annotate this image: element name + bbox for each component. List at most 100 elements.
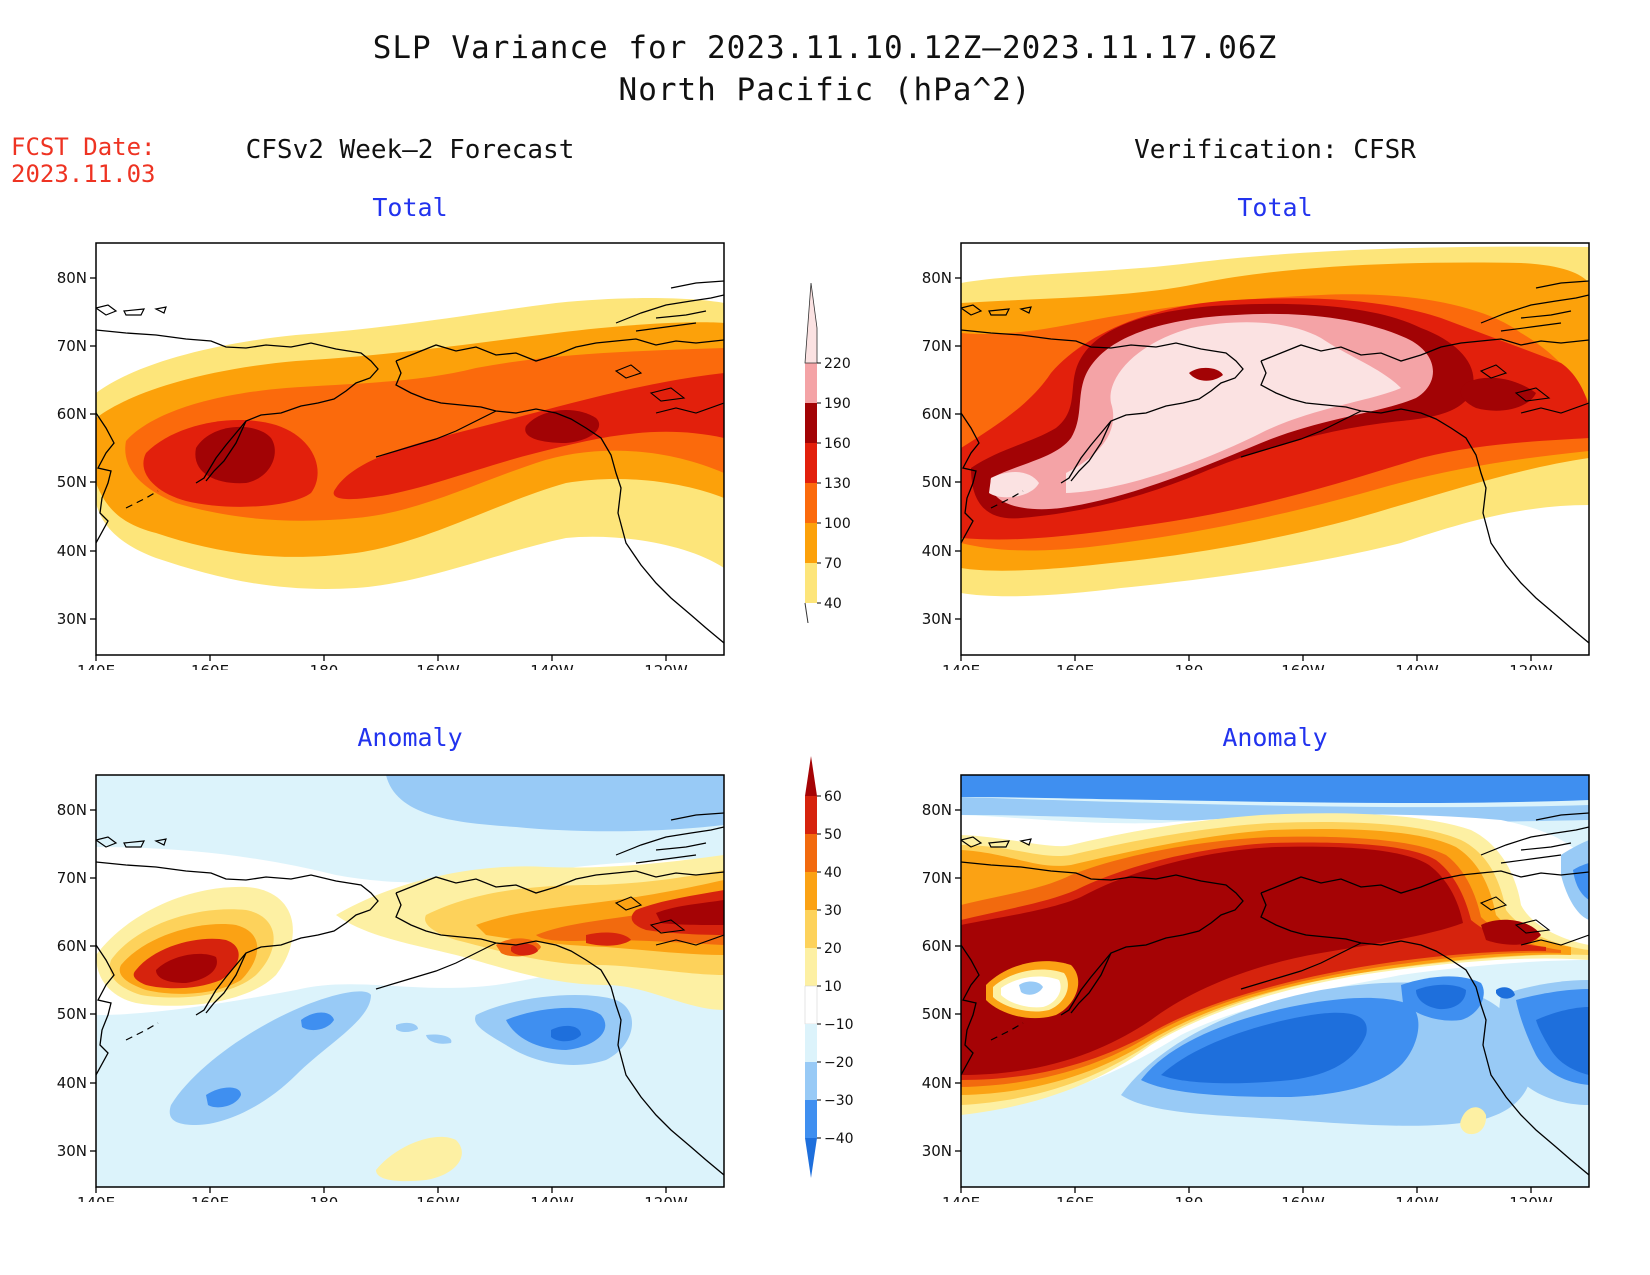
colorbar-total-swatch	[805, 563, 817, 603]
lon-tick-label: 140W	[530, 662, 574, 670]
lat-tick-label: 70N	[57, 869, 87, 887]
lat-tick-label: 50N	[922, 1005, 952, 1023]
lat-tick-label: 60N	[922, 405, 952, 423]
lon-tick-label: 180	[310, 1194, 339, 1202]
colorbar-total-label: 70	[824, 556, 842, 572]
lat-tick-label: 70N	[922, 337, 952, 355]
map-forecast-total: 80N 70N 60N 50N 40N 30N 140E 160E 180 160W 140W 12…	[57, 242, 725, 680]
lon-tick-label: 120W	[644, 1194, 688, 1202]
colorbar-total: 40 70 100 130 160 190 220	[795, 282, 875, 644]
lat-tick-label: 60N	[922, 937, 952, 955]
lat-tick-label: 30N	[922, 610, 952, 628]
colorbar-anomaly-swatch	[805, 872, 817, 910]
lon-tick-label: 140E	[77, 662, 115, 670]
lon-tick-label: 160E	[1056, 1194, 1094, 1202]
colorbar-anomaly: 60 50 40 30 20 10 −10 −20 −30 −40	[795, 756, 875, 1220]
lon-tick-label: 140E	[942, 1194, 980, 1202]
column-title-verification: Verification: CFSR	[1134, 135, 1416, 165]
forecast-date-value: 2023.11.03	[11, 160, 156, 188]
lat-tick-label: 40N	[922, 542, 952, 560]
lat-tick-label: 50N	[922, 473, 952, 491]
lon-tick-label: 180	[310, 662, 339, 670]
lat-tick-label: 80N	[922, 269, 952, 287]
lon-tick-label: 160W	[416, 662, 460, 670]
lat-tick-label: 40N	[57, 1074, 87, 1092]
colorbar-anomaly-label: 40	[824, 865, 842, 881]
lon-tick-label: 160W	[1281, 662, 1325, 670]
colorbar-anomaly-label: 30	[824, 903, 842, 919]
panel-title-verification-total: Total	[1237, 193, 1313, 222]
colorbar-anomaly-label: −40	[824, 1131, 854, 1147]
lon-tick-label: 120W	[1509, 1194, 1553, 1202]
main-title: SLP Variance for 2023.11.10.12Z–2023.11.…	[372, 30, 1278, 66]
colorbar-anomaly-label: −20	[824, 1055, 854, 1071]
colorbar-anomaly-arrow-bottom	[805, 1138, 817, 1178]
colorbar-anomaly-swatch	[805, 910, 817, 948]
lat-tick-label: 80N	[57, 801, 87, 819]
lat-tick-label: 60N	[57, 405, 87, 423]
lon-tick-label: 140W	[1395, 1194, 1439, 1202]
colorbar-total-swatch	[805, 523, 817, 563]
map-panel-forecast-anomaly: 80N 70N 60N 50N 40N 30N 140E 160E 180 160W 140W 12…	[50, 772, 740, 1212]
panel-title-forecast-anomaly: Anomaly	[357, 723, 463, 752]
lon-tick-label: 160W	[1281, 1194, 1325, 1202]
colorbar-anomaly-arrow-top	[805, 756, 817, 796]
lat-tick-label: 30N	[57, 1142, 87, 1160]
colorbar-anomaly-swatch	[805, 1024, 817, 1062]
colorbar-anomaly-swatch	[804, 985, 818, 1025]
colorbar-anomaly-label: 60	[824, 789, 842, 805]
colorbar-anomaly-swatch	[805, 796, 817, 834]
lat-tick-label: 70N	[57, 337, 87, 355]
lat-tick-label: 50N	[57, 473, 87, 491]
lon-tick-label: 120W	[1509, 662, 1553, 670]
colorbar-anomaly-label: 20	[824, 941, 842, 957]
map-forecast-anomaly: 80N 70N 60N 50N 40N 30N 140E 160E 180 160W 140W 12…	[57, 774, 725, 1212]
colorbar-total-swatch	[805, 483, 817, 523]
map-panel-forecast-total: 80N 70N 60N 50N 40N 30N 140E 160E 180 160W 140W 12…	[50, 240, 740, 680]
colorbar-anomaly-swatch	[805, 948, 817, 986]
panel-title-verification-anomaly: Anomaly	[1222, 723, 1328, 752]
colorbar-total-label: 130	[824, 476, 851, 492]
lat-tick-label: 40N	[922, 1074, 952, 1092]
map-verification-anomaly: 80N 70N 60N 50N 40N 30N 140E 160E 180 160W 140W 12…	[922, 774, 1590, 1212]
lon-tick-label: 160W	[416, 1194, 460, 1202]
colorbar-anomaly-label: 10	[824, 979, 842, 995]
colorbar-anomaly-svg: 60 50 40 30 20 10 −10 −20 −30 −40	[804, 756, 854, 1178]
colorbar-total-swatch	[805, 403, 817, 443]
colorbar-anomaly-label: −30	[824, 1093, 854, 1109]
forecast-date-label: FCST Date:	[11, 133, 156, 161]
lon-tick-label: 140W	[1395, 662, 1439, 670]
colorbar-total-swatch	[804, 282, 818, 364]
lat-tick-label: 30N	[922, 1142, 952, 1160]
lon-tick-label: 160E	[1056, 662, 1094, 670]
lat-tick-label: 30N	[57, 610, 87, 628]
colorbar-total-label: 160	[824, 436, 851, 452]
lon-tick-label: 140E	[77, 1194, 115, 1202]
map-panel-verification-total: 80N 70N 60N 50N 40N 30N 140E 160E 180 160W 140W 12…	[915, 240, 1605, 680]
colorbar-anomaly-swatch	[805, 834, 817, 872]
colorbar-total-swatch	[805, 363, 817, 403]
lon-tick-label: 140E	[942, 662, 980, 670]
colorbar-total-label: 220	[824, 356, 851, 372]
colorbar-total-svg: 40 70 100 130 160 190 220	[804, 282, 851, 644]
map-panel-verification-anomaly: 80N 70N 60N 50N 40N 30N 140E 160E 180 160W 140W 12…	[915, 772, 1605, 1212]
lat-tick-label: 80N	[57, 269, 87, 287]
lon-tick-label: 160E	[191, 662, 229, 670]
lat-tick-label: 50N	[57, 1005, 87, 1023]
column-title-forecast: CFSv2 Week–2 Forecast	[245, 135, 575, 165]
colorbar-anomaly-label: −10	[824, 1017, 854, 1033]
lat-tick-label: 70N	[922, 869, 952, 887]
main-subtitle: North Pacific (hPa^2)	[618, 72, 1032, 108]
map-verification-total: 80N 70N 60N 50N 40N 30N 140E 160E 180 160W 140W 12…	[922, 242, 1590, 680]
lat-tick-label: 60N	[57, 937, 87, 955]
colorbar-anomaly-label: 50	[824, 827, 842, 843]
lon-tick-label: 140W	[530, 1194, 574, 1202]
colorbar-total-label: 40	[824, 596, 842, 612]
lon-tick-label: 120W	[644, 662, 688, 670]
colorbar-anomaly-swatch	[805, 1100, 817, 1138]
colorbar-total-label: 100	[824, 516, 851, 532]
lat-tick-label: 40N	[57, 542, 87, 560]
lon-tick-label: 180	[1175, 1194, 1204, 1202]
colorbar-total-swatch	[805, 443, 817, 483]
colorbar-total-label: 190	[824, 396, 851, 412]
